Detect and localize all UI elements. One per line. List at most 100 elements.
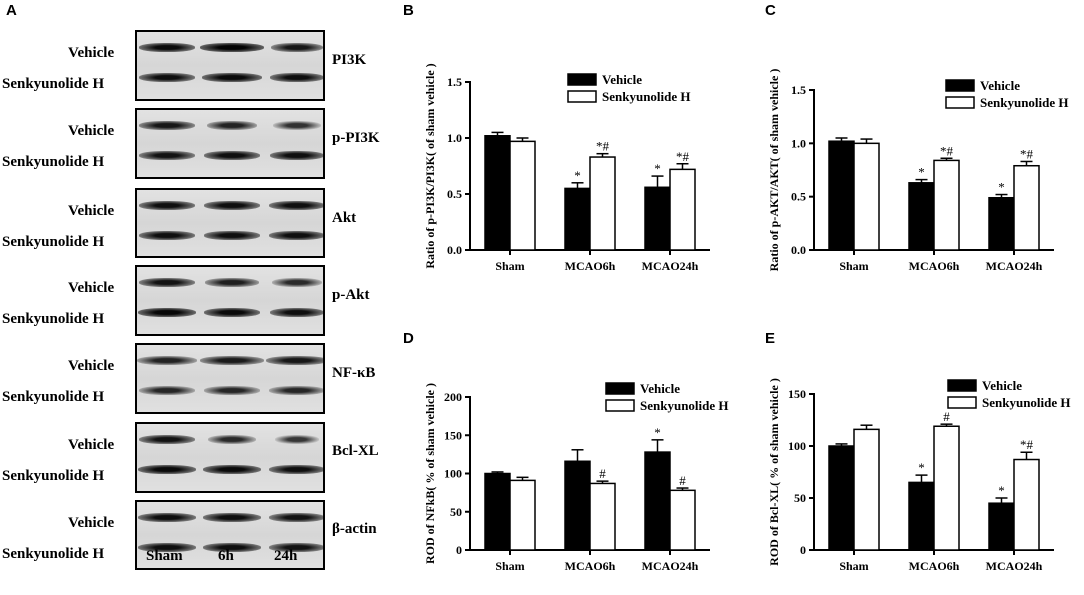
bar-senkyunolide-h bbox=[1013, 458, 1040, 551]
legend-swatch-senkyunolide-h bbox=[945, 96, 975, 109]
legend-swatch-vehicle bbox=[947, 379, 977, 392]
x-tick-label: MCAO6h bbox=[565, 559, 616, 573]
bar-vehicle bbox=[644, 186, 671, 251]
bar-vehicle bbox=[988, 196, 1015, 251]
blot-band bbox=[139, 43, 195, 52]
significance-mark: * bbox=[654, 425, 661, 440]
row-label-senkyunolide-h: Senkyunolide H bbox=[2, 389, 105, 405]
legend-label-vehicle: Vehicle bbox=[980, 78, 1020, 93]
y-axis-label: ROD of Bcl-XL( % of sham vehicle ) bbox=[767, 378, 781, 566]
y-tick-label: 200 bbox=[444, 390, 462, 404]
bar-senkyunolide-h bbox=[853, 428, 880, 551]
row-label-vehicle: Vehicle bbox=[68, 358, 115, 374]
x-tick-label: MCAO24h bbox=[986, 559, 1043, 573]
significance-mark: * bbox=[918, 165, 925, 180]
protein-label-akt: Akt bbox=[332, 210, 357, 226]
blot-band bbox=[139, 386, 195, 395]
x-tick-label: Sham bbox=[495, 559, 524, 573]
y-tick-label: 0 bbox=[456, 543, 462, 557]
lane-label-6h: 6h bbox=[218, 548, 234, 564]
bar-vehicle bbox=[908, 481, 935, 551]
bar-senkyunolide-h bbox=[589, 482, 616, 551]
row-label-senkyunolide-h: Senkyunolide H bbox=[2, 311, 105, 327]
blot-band bbox=[204, 386, 260, 395]
blot-band bbox=[270, 151, 323, 160]
x-tick-label: MCAO6h bbox=[565, 259, 616, 273]
bar-vehicle bbox=[484, 135, 511, 251]
protein-label-actin: β-actin bbox=[332, 521, 377, 537]
y-tick-label: 0 bbox=[800, 543, 806, 557]
row-label-vehicle: Vehicle bbox=[68, 515, 115, 531]
blot-band bbox=[202, 73, 262, 82]
blot-bcl-xl bbox=[135, 422, 325, 493]
row-label-vehicle: Vehicle bbox=[68, 123, 115, 139]
row-label-senkyunolide-h: Senkyunolide H bbox=[2, 76, 105, 92]
legend-label-senkyunolide-h: Senkyunolide H bbox=[602, 89, 691, 104]
chart-c: Ratio of p-AKT/AKT( of sham vehicle ) 0.0… bbox=[767, 69, 1069, 273]
bar-senkyunolide-h bbox=[933, 159, 960, 251]
bar-senkyunolide-h bbox=[669, 168, 696, 251]
chart-b: Ratio of p-PI3K/PI3K( of sham vehicle ) 0… bbox=[423, 63, 710, 273]
blot-band bbox=[207, 121, 257, 130]
row-label-vehicle: Vehicle bbox=[68, 280, 115, 296]
blot-band bbox=[139, 201, 195, 210]
bar-senkyunolide-h bbox=[669, 489, 696, 551]
significance-mark: * bbox=[574, 168, 581, 183]
legend-swatch-senkyunolide-h bbox=[605, 399, 635, 412]
blot-nf-b bbox=[135, 343, 325, 414]
legend-label-vehicle: Vehicle bbox=[982, 378, 1022, 393]
significance-mark: *# bbox=[596, 139, 610, 154]
blot-band bbox=[200, 43, 264, 52]
y-tick-label: 150 bbox=[444, 428, 462, 442]
bar-vehicle bbox=[988, 502, 1015, 551]
blot-pi3k bbox=[135, 30, 325, 101]
bar-senkyunolide-h bbox=[509, 479, 536, 551]
lane-label-sham: Sham bbox=[146, 548, 183, 564]
chart-e: ROD of Bcl-XL( % of sham vehicle ) 0 50 100… bbox=[767, 378, 1071, 573]
y-tick-label: 100 bbox=[788, 439, 806, 453]
blot-band bbox=[200, 356, 264, 365]
blot-band bbox=[270, 73, 323, 82]
legend-label-senkyunolide-h: Senkyunolide H bbox=[640, 398, 729, 413]
y-axis-label: Ratio of p-AKT/AKT( of sham vehicle ) bbox=[767, 69, 781, 272]
blot-band bbox=[138, 513, 196, 522]
blot-band bbox=[204, 231, 260, 240]
protein-label-pi3k: PI3K bbox=[332, 52, 367, 68]
y-axis-label: Ratio of p-PI3K/PI3K( of sham vehicle ) bbox=[423, 63, 437, 268]
bar-senkyunolide-h bbox=[509, 140, 536, 251]
protein-label-p-akt: p-Akt bbox=[332, 287, 370, 303]
row-label-vehicle: Vehicle bbox=[68, 203, 115, 219]
panel-letter-b: B bbox=[403, 2, 414, 19]
row-label-vehicle: Vehicle bbox=[68, 437, 115, 453]
legend-label-vehicle: Vehicle bbox=[640, 381, 680, 396]
y-tick-label: 0.5 bbox=[447, 187, 462, 201]
blot-band bbox=[273, 121, 321, 130]
blot-band bbox=[204, 308, 260, 317]
panel-letter-d: D bbox=[403, 330, 414, 347]
panel-letter-e: E bbox=[765, 330, 776, 347]
significance-mark: *# bbox=[1020, 146, 1034, 161]
significance-mark: * bbox=[918, 460, 925, 475]
blot-band bbox=[139, 435, 195, 444]
blot-band bbox=[271, 43, 323, 52]
legend-label-senkyunolide-h: Senkyunolide H bbox=[980, 95, 1069, 110]
y-tick-label: 0.0 bbox=[791, 243, 806, 257]
x-tick-label: Sham bbox=[839, 259, 868, 273]
significance-mark: * bbox=[998, 483, 1005, 498]
x-tick-label: Sham bbox=[495, 259, 524, 273]
blot-band bbox=[138, 308, 196, 317]
blot-band bbox=[269, 465, 323, 474]
blot-band bbox=[275, 435, 319, 444]
blot-p-pi3k bbox=[135, 108, 325, 179]
bar-vehicle bbox=[908, 182, 935, 251]
legend-swatch-senkyunolide-h bbox=[947, 396, 977, 409]
significance-mark: *# bbox=[676, 149, 690, 164]
significance-mark: * bbox=[998, 180, 1005, 195]
blot-band bbox=[266, 356, 323, 365]
x-tick-label: MCAO24h bbox=[642, 259, 699, 273]
bar-vehicle bbox=[828, 445, 855, 551]
row-label-senkyunolide-h: Senkyunolide H bbox=[2, 234, 105, 250]
significance-mark: # bbox=[679, 473, 686, 488]
blot-band bbox=[204, 151, 260, 160]
lane-label-24h: 24h bbox=[274, 548, 298, 564]
